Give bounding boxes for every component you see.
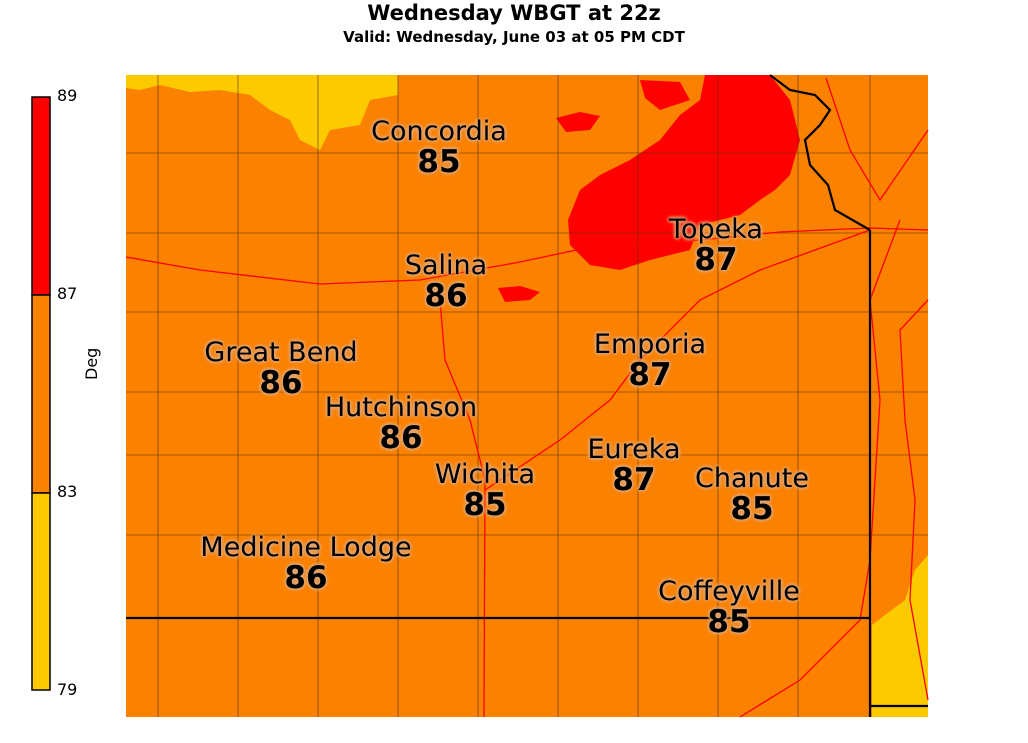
yellow-zone-northwest [126, 75, 398, 150]
colorbar [31, 96, 51, 691]
city-name: Great Bend [204, 337, 358, 368]
colorbar-tick: 83 [57, 482, 78, 501]
city-name: Salina [404, 250, 488, 281]
city-wbgt-value: 87 [612, 462, 656, 498]
city-label: Great Bend 86 [204, 339, 357, 399]
city-name: Concordia [371, 116, 507, 147]
city-label: Emporia 87 [594, 331, 706, 391]
map-background-orange [126, 75, 928, 717]
city-name: Eureka [587, 434, 681, 465]
city-label: Medicine Lodge 86 [200, 534, 411, 594]
colorbar-tick: 89 [57, 86, 78, 105]
yellow-zone-southeast [872, 555, 928, 717]
city-name: Chanute [695, 463, 809, 494]
city-wbgt-value: 87 [628, 357, 672, 393]
city-name: Wichita [434, 459, 536, 490]
red-zone-salina [498, 286, 540, 302]
city-name: Topeka [669, 214, 763, 245]
colorbar-tick: 79 [57, 680, 78, 699]
red-zone-north [556, 80, 690, 132]
city-label: Wichita 85 [435, 461, 535, 521]
city-wbgt-value: 87 [694, 242, 738, 278]
colorbar-bin-79-83 [31, 492, 51, 691]
city-name: Medicine Lodge [200, 532, 412, 563]
county-boundaries [126, 75, 928, 717]
city-label: Eureka 87 [588, 436, 681, 496]
red-zone-northeast [568, 75, 800, 270]
city-wbgt-value: 86 [379, 420, 423, 456]
city-wbgt-value: 85 [417, 144, 461, 180]
city-wbgt-value: 85 [707, 604, 751, 640]
city-name: Emporia [593, 329, 707, 360]
map-title: Wednesday WBGT at 22z [367, 1, 661, 25]
colorbar-tick: 87 [57, 284, 78, 303]
city-wbgt-value: 86 [284, 560, 328, 596]
city-label: Salina 86 [405, 252, 487, 312]
city-wbgt-value: 85 [463, 487, 507, 523]
city-name: Hutchinson [324, 392, 478, 423]
state-borders [126, 74, 928, 717]
colorbar-bin-83-87 [31, 294, 51, 494]
map-subtitle: Valid: Wednesday, June 03 at 05 PM CDT [343, 28, 685, 46]
colorbar-bin-87-89 [31, 96, 51, 296]
colorbar-label: Deg [82, 347, 101, 380]
city-name: Coffeyville [658, 576, 800, 607]
city-wbgt-value: 86 [259, 365, 303, 401]
city-label: Hutchinson 86 [325, 394, 477, 454]
city-label: Concordia 85 [371, 118, 507, 178]
city-wbgt-value: 85 [730, 491, 774, 527]
city-label: Topeka 87 [669, 216, 763, 276]
city-label: Chanute 85 [695, 465, 809, 525]
city-label: Coffeyville 85 [658, 578, 800, 638]
city-wbgt-value: 86 [424, 278, 468, 314]
